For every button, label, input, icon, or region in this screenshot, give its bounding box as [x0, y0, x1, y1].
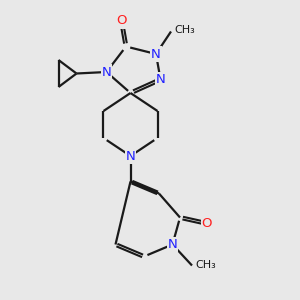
Text: N: N: [156, 73, 165, 86]
Text: N: N: [151, 47, 161, 61]
Text: CH₃: CH₃: [195, 260, 216, 271]
Text: N: N: [168, 238, 177, 251]
Text: N: N: [102, 65, 111, 79]
Text: O: O: [116, 14, 127, 28]
Text: N: N: [126, 149, 135, 163]
Text: O: O: [202, 217, 212, 230]
Text: CH₃: CH₃: [174, 25, 195, 35]
